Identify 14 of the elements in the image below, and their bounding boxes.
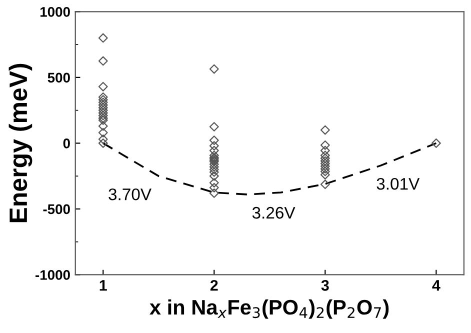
annotation: 3.26V [252,206,296,219]
x-tick-label: 3 [321,280,329,291]
annotation: 3.70V [108,188,152,200]
x-tick-label: 4 [432,280,440,291]
y-axis-title: Energy (meV) [8,64,32,222]
y-tick-label: 1000 [40,6,70,17]
y-tick-label: -500 [43,204,70,214]
x-tick-label: 1 [100,280,107,291]
y-tick-label: -1000 [36,270,70,280]
x-tick-label: 2 [210,280,218,291]
annotation: 3.01V [376,178,420,190]
y-tick-label: 500 [48,72,70,83]
text: x in Na$_{x}$Fe$_{3}$(PO$_{4}$)$_{2}$(P$_{2}$O$_{7}$) [150,299,389,319]
y-tick-label: 0 [63,138,70,148]
